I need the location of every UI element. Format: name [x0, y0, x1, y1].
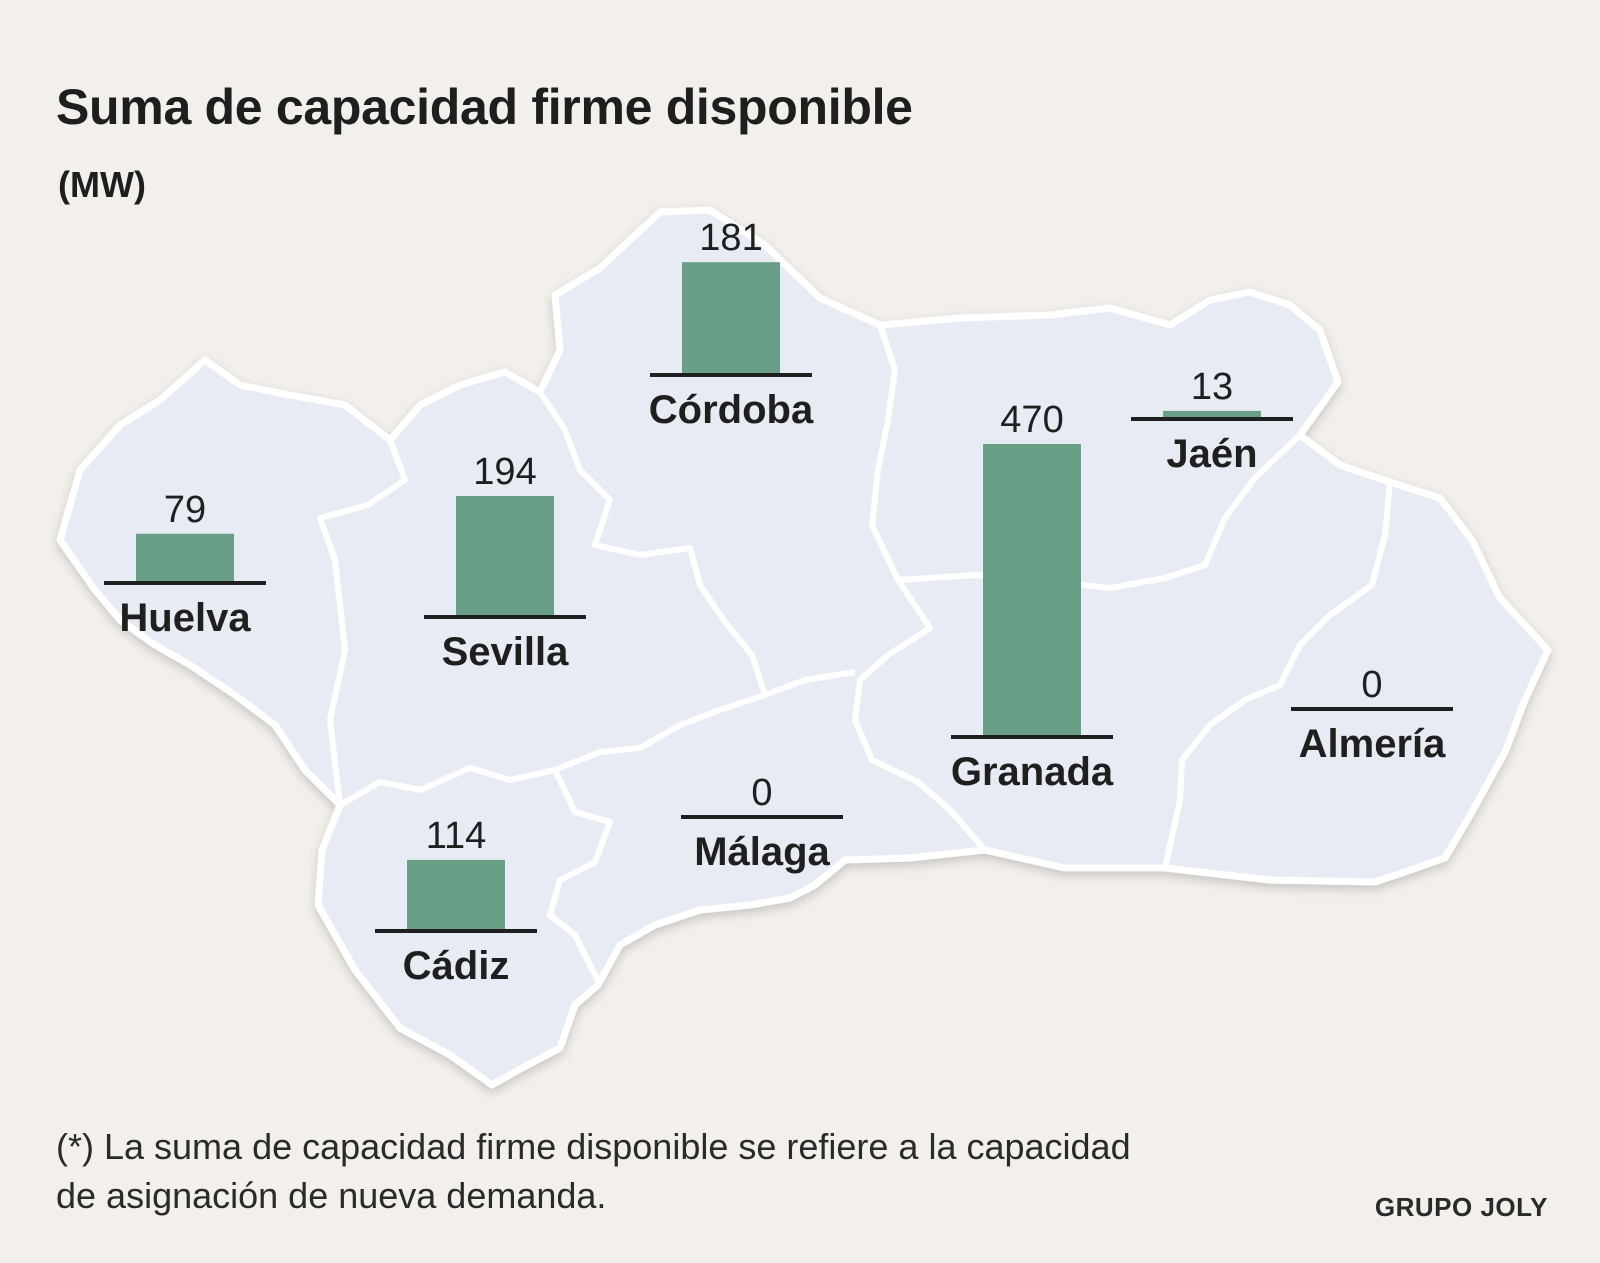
value-label-cordoba: 181 — [699, 217, 762, 259]
footnote-line-2: de asignación de nueva demanda. — [56, 1175, 607, 1216]
bar-jaen — [1163, 410, 1261, 419]
province-label-huelva: Huelva — [119, 596, 251, 640]
province-label-cadiz: Cádiz — [403, 944, 510, 988]
value-label-almeria: 0 — [1361, 664, 1382, 706]
bar-cordoba — [682, 262, 780, 375]
province-label-almeria: Almería — [1299, 722, 1446, 766]
value-label-granada: 470 — [1000, 399, 1063, 441]
province-label-sevilla: Sevilla — [442, 630, 570, 674]
footnote-line-1: (*) La suma de capacidad firme disponibl… — [56, 1126, 1131, 1167]
source-credit: GRUPO JOLY — [1374, 1192, 1548, 1222]
value-label-malaga: 0 — [751, 772, 772, 814]
province-label-malaga: Málaga — [694, 830, 830, 874]
bar-granada — [983, 444, 1081, 737]
region-map — [56, 206, 1552, 1089]
value-label-cadiz: 114 — [426, 815, 487, 857]
bar-huelva — [136, 533, 234, 583]
bars-layer: 79 Huelva 194 Sevilla 181 Córdoba 114 Cádiz 0 Mál… — [104, 217, 1453, 988]
chart-title: Suma de capacidad firme disponible — [56, 79, 913, 135]
province-label-cordoba: Córdoba — [649, 388, 814, 432]
province-label-granada: Granada — [951, 750, 1114, 794]
value-label-sevilla: 194 — [473, 451, 536, 493]
bar-cadiz — [407, 859, 505, 931]
value-label-huelva: 79 — [164, 489, 206, 531]
footnote: (*) La suma de capacidad firme disponibl… — [56, 1122, 1356, 1220]
bar-sevilla — [456, 496, 554, 617]
region-outline — [56, 206, 1552, 1089]
unit-label: (MW) — [58, 164, 146, 205]
value-label-jaen: 13 — [1191, 366, 1233, 408]
province-label-jaen: Jaén — [1166, 432, 1257, 476]
